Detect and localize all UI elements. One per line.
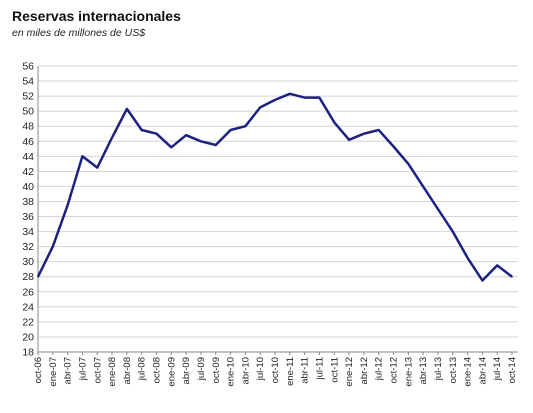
- data-point: [303, 96, 306, 99]
- x-tick-label: jul-11: [314, 357, 325, 381]
- data-point: [140, 129, 143, 131]
- x-tick-label: abr-09: [181, 357, 192, 384]
- data-point: [333, 121, 336, 124]
- y-axis: 18 20 22 24 26 28 30 32 34 36 38 40 42 44 46 48 50 52 54 56: [22, 61, 39, 359]
- y-tick-label: 32: [22, 241, 34, 253]
- x-tick-label: ene-13: [403, 357, 414, 387]
- data-point: [170, 146, 173, 149]
- x-tick-label: oct-11: [329, 357, 340, 383]
- x-tick-label: oct-14: [507, 357, 518, 383]
- data-point: [451, 230, 454, 233]
- x-tick-label: jul-10: [255, 357, 266, 381]
- series-line: [36, 92, 513, 282]
- x-tick-label: ene-11: [285, 357, 296, 386]
- y-tick-label: 38: [22, 196, 34, 208]
- data-point: [96, 166, 99, 169]
- x-tick-label: abr-08: [122, 357, 133, 384]
- data-point: [437, 208, 439, 210]
- data-point: [185, 134, 187, 137]
- x-tick-label: abr-10: [240, 357, 251, 384]
- x-tick-label: abr-13: [418, 357, 429, 384]
- data-point: [111, 136, 113, 139]
- x-tick-label: jul-08: [137, 357, 148, 381]
- y-tick-label: 56: [22, 61, 34, 73]
- x-tick-label: oct-06: [33, 357, 44, 383]
- data-point: [407, 163, 410, 165]
- y-tick-label: 48: [22, 121, 34, 133]
- data-point: [200, 140, 202, 143]
- x-tick-label: oct-10: [270, 357, 281, 383]
- y-tick-label: 22: [22, 316, 34, 328]
- y-tick-label: 40: [22, 181, 34, 193]
- x-tick-label: ene-08: [107, 357, 118, 387]
- x-tick-label: jul-07: [77, 357, 88, 381]
- data-point: [66, 204, 69, 207]
- x-tick-label: ene-14: [463, 357, 474, 387]
- x-tick-label: ene-07: [48, 357, 59, 387]
- data-point: [481, 279, 484, 282]
- x-tick-label: oct-09: [211, 357, 222, 383]
- data-point: [466, 257, 469, 259]
- data-point: [496, 264, 498, 267]
- x-tick-label: jul-12: [374, 357, 385, 381]
- y-tick-label: 18: [22, 347, 34, 359]
- y-tick-label: 24: [22, 301, 34, 313]
- chart-title: Reservas internacionales: [12, 8, 181, 24]
- data-point: [363, 132, 365, 135]
- y-tick-label: 34: [22, 226, 34, 238]
- data-point: [155, 132, 158, 135]
- data-point: [229, 129, 232, 131]
- y-tick-label: 30: [22, 256, 34, 268]
- x-tick-label: abr-11: [300, 357, 311, 384]
- y-tick-label: 44: [22, 151, 34, 163]
- y-tick-label: 42: [22, 166, 34, 178]
- x-tick-label: oct-08: [152, 357, 163, 383]
- data-point: [348, 138, 350, 141]
- y-tick-label: 28: [22, 271, 34, 283]
- x-tick-label: oct-07: [92, 357, 103, 383]
- data-point: [259, 106, 261, 109]
- y-tick-label: 20: [22, 331, 34, 343]
- data-point: [244, 125, 247, 128]
- y-tick-label: 52: [22, 91, 34, 103]
- x-axis: oct-06 ene-07 abr-07 jul-07 oct-07 ene-08 abr-…: [33, 351, 518, 387]
- chart-subtitle: en miles de millones de US$: [12, 27, 146, 39]
- data-point: [126, 108, 128, 110]
- x-tick-label: jul-13: [433, 357, 444, 381]
- y-tick-label: 54: [22, 76, 34, 88]
- x-tick-label: oct-13: [448, 357, 459, 383]
- data-point: [214, 144, 217, 146]
- x-tick-label: ene-09: [166, 357, 177, 387]
- y-tick-label: 46: [22, 136, 34, 148]
- x-tick-label: jul-09: [196, 357, 207, 381]
- data-point: [377, 129, 380, 131]
- data-point: [422, 185, 424, 188]
- data-point: [52, 245, 54, 248]
- y-tick-label: 26: [22, 286, 34, 298]
- data-point: [392, 145, 395, 148]
- y-tick-label: 36: [22, 211, 34, 223]
- x-tick-label: ene-12: [344, 357, 355, 387]
- data-point: [289, 93, 291, 95]
- data-point: [318, 96, 321, 99]
- gridlines: [38, 65, 518, 353]
- y-tick-label: 50: [22, 106, 34, 118]
- data-point: [511, 275, 513, 278]
- series-group: [36, 92, 513, 282]
- x-tick-label: ene-10: [226, 357, 237, 387]
- x-tick-label: abr-12: [359, 357, 370, 384]
- data-point: [37, 275, 39, 278]
- x-tick-label: abr-07: [63, 357, 74, 384]
- x-tick-label: abr-14: [477, 357, 488, 384]
- x-tick-label: jul-14: [492, 357, 503, 381]
- data-point: [81, 155, 84, 158]
- data-point: [274, 99, 276, 101]
- x-tick-label: oct-12: [389, 357, 400, 383]
